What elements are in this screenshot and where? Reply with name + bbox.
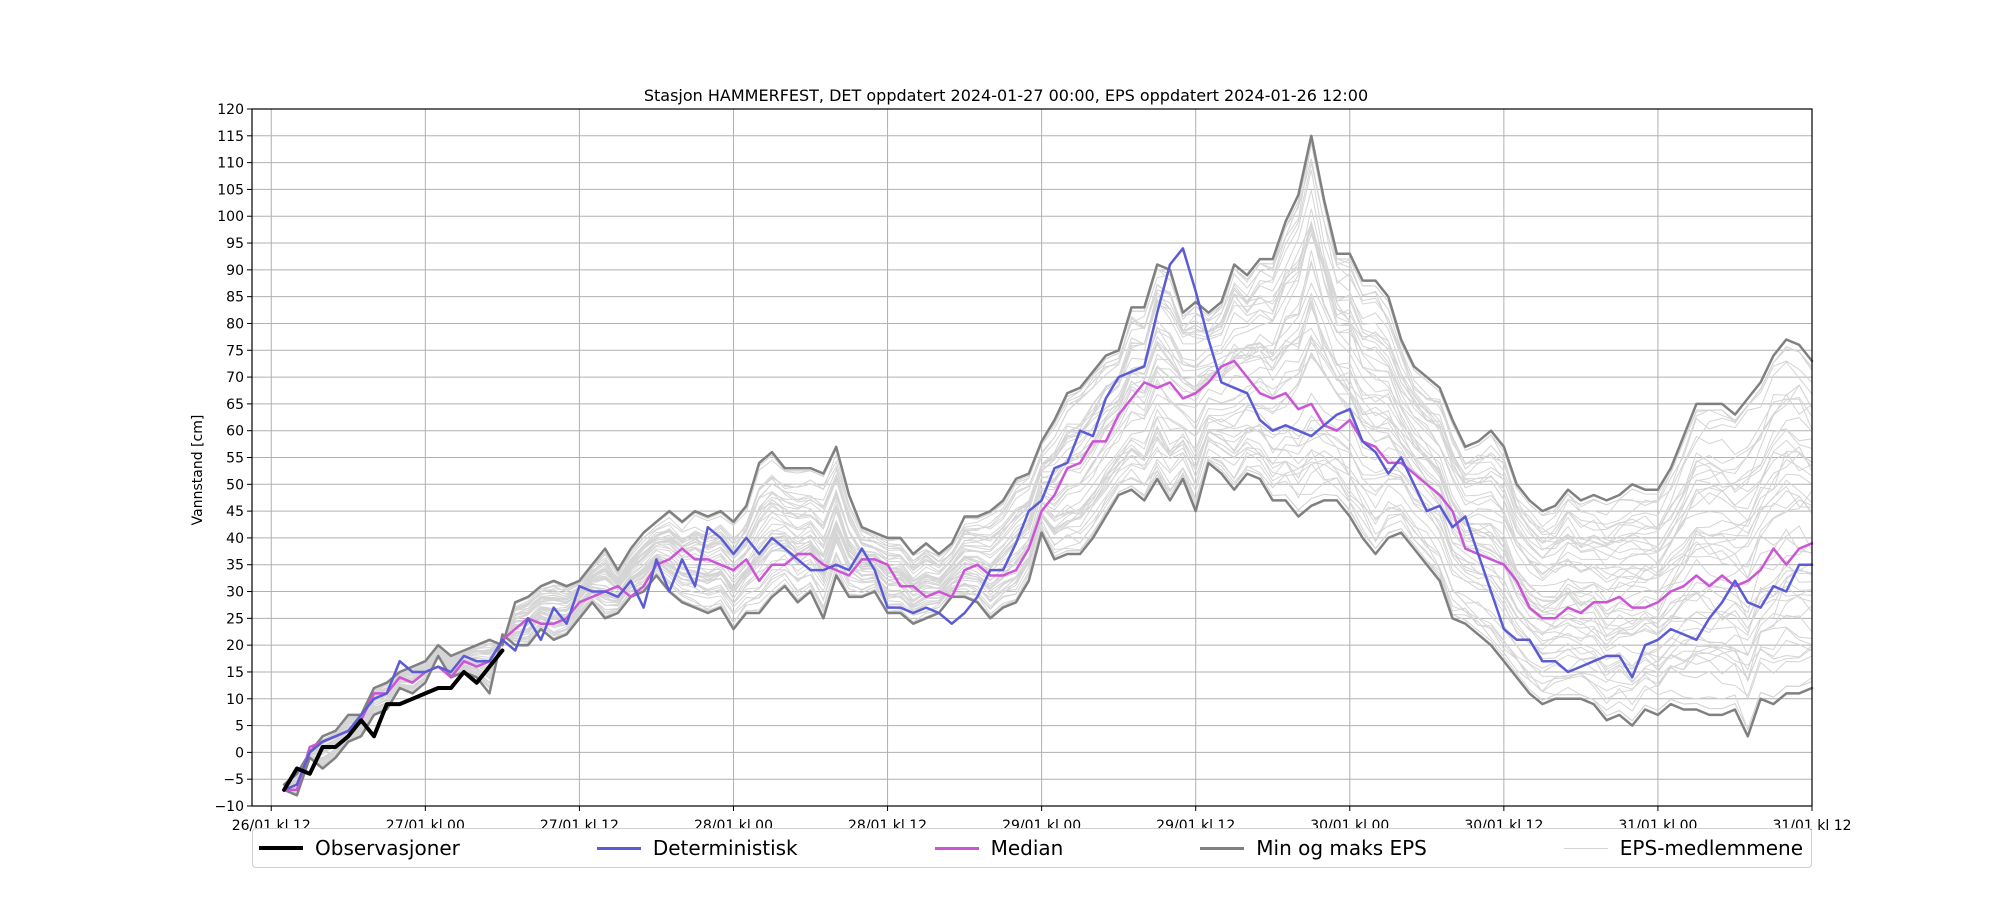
ensemble-member-line [283, 143, 1813, 786]
legend-item-median: Median [934, 836, 1064, 860]
legend-label-members: EPS-medlemmene [1619, 836, 1803, 860]
y-tick-label: 85 [226, 290, 244, 306]
y-tick-label: 110 [217, 156, 244, 172]
series-line-median [282, 359, 1814, 792]
ensemble-member-line [283, 143, 1813, 786]
legend-swatch-observations [259, 846, 303, 850]
ensemble-member-line [283, 163, 1813, 786]
y-tick-label: 80 [226, 316, 244, 332]
y-tick-label: 0 [235, 745, 244, 761]
ensemble-member-line [283, 341, 1813, 788]
ensemble-member-line [284, 353, 1813, 791]
series-line-observasjoner [282, 648, 505, 792]
y-tick-label: 35 [226, 558, 244, 574]
y-tick-label: 60 [226, 424, 244, 440]
series-line-min-og-maks-eps [282, 461, 1814, 797]
y-tick-label: 30 [226, 585, 244, 601]
legend-item-minmax: Min og maks EPS [1200, 836, 1427, 860]
ensemble-member-line [284, 338, 1813, 788]
y-tick-label: 70 [226, 370, 244, 386]
y-tick-label: 65 [226, 397, 244, 413]
ensemble-member-line [284, 282, 1813, 789]
ensemble-member-line [283, 250, 1813, 787]
ensemble-members [283, 143, 1813, 796]
ensemble-member-line [283, 223, 1813, 787]
legend-label-minmax: Min og maks EPS [1256, 836, 1427, 860]
y-tick-label: 40 [226, 531, 244, 547]
y-tick-label: −5 [223, 772, 244, 788]
y-axis-ticks: −10 −5 0 5 10 15 20 25 30 35 40 45 50 55 60 65 70 75 80 85 9… [214, 102, 252, 815]
legend-swatch-minmax [1200, 846, 1245, 850]
y-tick-label: 20 [226, 638, 244, 654]
y-tick-label: 45 [226, 504, 244, 520]
ensemble-member-line [283, 228, 1813, 787]
y-tick-label: 5 [235, 719, 244, 735]
y-tick-label: 50 [226, 477, 244, 493]
ensemble-member-line [283, 319, 1813, 788]
legend-item-deterministic: Deterministisk [596, 836, 798, 860]
legend-swatch-deterministic [596, 846, 641, 850]
y-tick-label: 100 [217, 209, 244, 225]
legend-label-deterministic: Deterministisk [652, 836, 798, 860]
ensemble-member-line [283, 143, 1813, 786]
series-line-deterministisk [282, 247, 1814, 792]
y-tick-label: 15 [226, 665, 244, 681]
ensemble-member-line [284, 356, 1813, 790]
legend-swatch-members [1563, 847, 1608, 849]
y-tick-label: 105 [217, 182, 244, 198]
legend-swatch-median [934, 846, 979, 850]
legend: Observasjoner Deterministisk Median Min … [252, 828, 1812, 868]
y-tick-label: 90 [226, 263, 244, 279]
y-tick-label: 25 [226, 611, 244, 627]
y-tick-label: 115 [217, 129, 244, 145]
y-tick-label: 95 [226, 236, 244, 252]
y-tick-label: 75 [226, 343, 244, 359]
y-tick-label: 10 [226, 692, 244, 708]
ensemble-member-line [283, 336, 1813, 788]
ensemble-member-line [283, 224, 1813, 786]
legend-label-median: Median [990, 836, 1064, 860]
ensemble-member-line [283, 143, 1813, 786]
series-layer [282, 134, 1814, 797]
legend-item-observations: Observasjoner [259, 836, 460, 860]
legend-item-members: EPS-medlemmene [1563, 836, 1803, 860]
y-axis-label: Vannstand [cm] [190, 415, 206, 526]
plot-frame [251, 108, 1813, 807]
ensemble-member-line [284, 392, 1813, 789]
series-line-min-og-maks-eps [282, 134, 1814, 786]
y-tick-label: −10 [214, 799, 244, 815]
y-tick-label: 55 [226, 451, 244, 467]
grid [252, 108, 1813, 807]
chart-title: Stasjon HAMMERFEST, DET oppdatert 2024-0… [644, 86, 1368, 105]
y-tick-label: 120 [217, 102, 244, 118]
legend-label-observations: Observasjoner [315, 836, 460, 860]
